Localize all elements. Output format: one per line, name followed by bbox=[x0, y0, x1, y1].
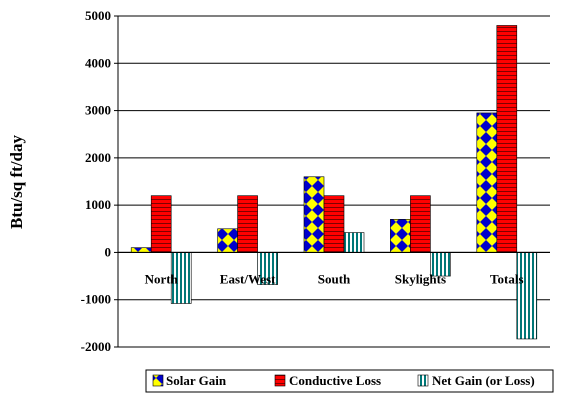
y-tick-label: 3000 bbox=[85, 103, 111, 118]
bar-solar-gain bbox=[303, 176, 325, 253]
legend-swatch bbox=[274, 374, 286, 387]
bars bbox=[130, 25, 538, 340]
y-tick-labels: 5000 4000 3000 2000 1000 0 -1000 -2000 bbox=[81, 8, 111, 354]
bar-conductive-loss bbox=[410, 195, 431, 253]
bar-conductive-loss bbox=[323, 195, 345, 253]
bar-net-gain bbox=[516, 252, 538, 340]
legend-entry: Conductive Loss bbox=[289, 373, 381, 388]
bar-solar-gain bbox=[217, 228, 238, 253]
bar-conductive-loss bbox=[237, 195, 258, 253]
category-labels: North East/West South Skylights Totals bbox=[145, 271, 524, 286]
legend-entry: Net Gain (or Loss) bbox=[432, 373, 535, 388]
y-tick-label: 5000 bbox=[85, 8, 111, 23]
category-label: Totals bbox=[490, 271, 523, 286]
y-tick-label: 4000 bbox=[85, 55, 111, 70]
legend-swatch bbox=[152, 374, 164, 387]
legend-entry: Solar Gain bbox=[166, 373, 227, 388]
y-tick-label: -1000 bbox=[81, 292, 111, 307]
legend-swatch bbox=[417, 374, 429, 387]
legend: Solar Gain Conductive Loss Net Gain (or Lo… bbox=[145, 369, 554, 393]
bar-solar-gain bbox=[476, 112, 498, 253]
category-label: East/West bbox=[220, 271, 276, 286]
category-label: South bbox=[318, 271, 351, 286]
bar-net-gain bbox=[343, 232, 365, 253]
y-axis-label: Btu/sq ft/day bbox=[7, 135, 26, 229]
bar-conductive-loss bbox=[150, 195, 172, 253]
y-tick-label: 1000 bbox=[85, 197, 111, 212]
y-tick-label: 2000 bbox=[85, 150, 111, 165]
bar-solar-gain bbox=[390, 219, 411, 253]
y-tick-label: 0 bbox=[105, 244, 112, 259]
bar-solar-gain bbox=[130, 247, 152, 253]
category-label: Skylights bbox=[395, 271, 446, 286]
axes bbox=[114, 15, 550, 348]
category-label: North bbox=[145, 271, 179, 286]
legend-box bbox=[145, 369, 554, 393]
bar-conductive-loss bbox=[496, 25, 518, 253]
y-tick-label: -2000 bbox=[81, 339, 111, 354]
